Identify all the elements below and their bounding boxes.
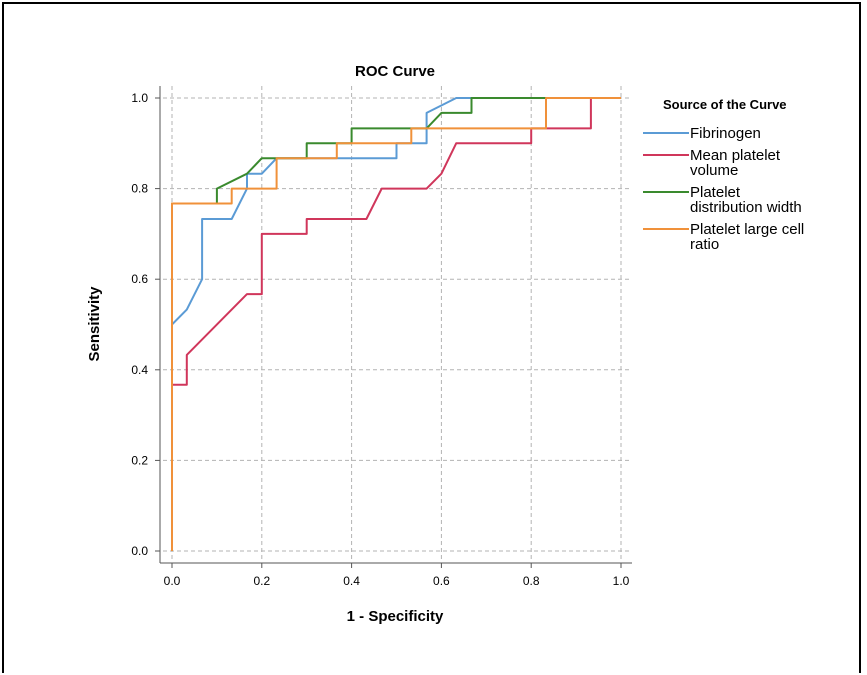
grid <box>163 86 632 560</box>
y-tick-label: 0.4 <box>131 363 148 377</box>
x-tick-label: 0.8 <box>523 574 540 588</box>
legend-label: ratio <box>690 236 719 253</box>
y-tick-label: 0.0 <box>131 544 148 558</box>
series-line-platelet-large-cell-ratio <box>171 97 621 551</box>
x-tick-label: 0.2 <box>253 574 270 588</box>
y-tick-label: 0.8 <box>131 182 148 196</box>
series-line-fibrinogen <box>171 97 621 551</box>
tick-labels: 0.0 0.2 0.4 0.6 0.8 1.0 0.0 0.2 0.4 0.6 0.8 1.0 <box>131 91 629 588</box>
legend-label: Fibrinogen <box>690 125 761 142</box>
x-axis-label: 1 - Specificity <box>347 608 444 625</box>
x-tick-label: 1.0 <box>613 574 630 588</box>
series-line-platelet-distribution-width <box>171 97 621 551</box>
x-tick-label: 0.6 <box>433 574 450 588</box>
x-tick-label: 0.4 <box>343 574 360 588</box>
x-tick-label: 0.0 <box>164 574 181 588</box>
y-axis-label: Sensitivity <box>86 286 103 362</box>
legend-label: distribution width <box>690 199 802 216</box>
legend: Source of the Curve Fibrinogen Mean plate… <box>643 97 804 253</box>
legend-label: volume <box>690 162 738 179</box>
legend-label: Platelet large cell <box>690 221 804 238</box>
chart-title: ROC Curve <box>355 63 435 80</box>
y-tick-label: 1.0 <box>131 91 148 105</box>
axes <box>159 86 632 564</box>
legend-label: Mean platelet <box>690 147 781 164</box>
series-lines <box>171 97 621 551</box>
y-tick-label: 0.2 <box>131 453 148 467</box>
y-tick-label: 0.6 <box>131 272 148 286</box>
series-line-mean-platelet-volume <box>171 97 621 551</box>
legend-title: Source of the Curve <box>663 97 787 112</box>
legend-label: Platelet <box>690 184 741 201</box>
